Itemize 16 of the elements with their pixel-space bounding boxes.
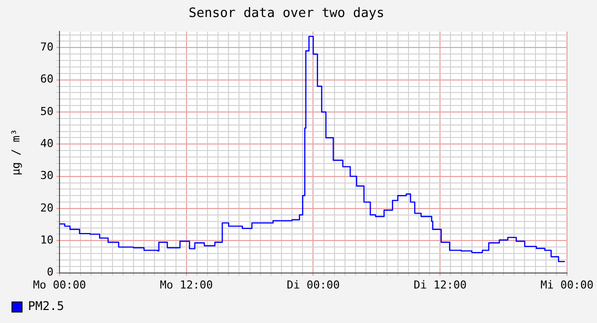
y-tick-label: 10	[40, 234, 54, 246]
y-tick-label: 60	[40, 72, 54, 86]
x-tick-label: Mo 12:00	[160, 278, 213, 292]
legend-label: PM2.5	[28, 299, 64, 314]
y-tick-label: 20	[40, 201, 54, 214]
x-tick-label: Mi 00:00	[540, 278, 594, 292]
y-axis-title: µg / m³	[9, 129, 22, 176]
y-tick-label: 40	[40, 137, 54, 150]
chart-title: Sensor data over two days	[188, 6, 384, 22]
x-tick-label: Di 12:00	[414, 278, 467, 292]
x-tick-label: Mo 00:00	[32, 278, 86, 292]
y-tick-label: 30	[40, 169, 54, 182]
y-tick-label: 0	[46, 266, 54, 279]
y-tick-label: 70	[40, 40, 54, 54]
y-tick-label: 50	[40, 104, 54, 118]
x-tick-label: Di 00:00	[286, 278, 340, 292]
